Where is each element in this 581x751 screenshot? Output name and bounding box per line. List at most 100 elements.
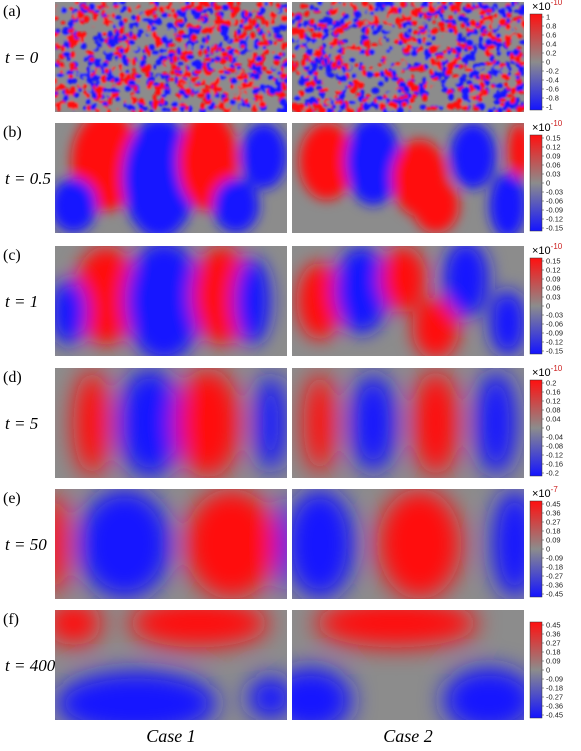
case-1-field-panel: [55, 610, 287, 720]
colorbar-tick-label: 0.06: [546, 284, 561, 293]
colorbar-tick-label: -0.12: [546, 215, 563, 224]
colorbar-tick-label: -0.03: [546, 188, 563, 197]
figure-row: (e) t = 50 ×10-70.450.360.270.180.090-0.09…: [3, 485, 563, 599]
case-2-field-panel: [292, 246, 524, 356]
case-1-field-panel: [55, 368, 287, 478]
colorbar-tick-label: -0.2: [546, 469, 559, 478]
colorbar-tick-label: -0.27: [546, 693, 563, 702]
colorbar-tick-label: -0.4: [546, 76, 559, 85]
colorbar: [529, 257, 543, 355]
figure-row: (d)t = 5×10-100.20.160.120.080.040-0.04-…: [3, 364, 563, 478]
time-label: t = 50: [5, 535, 47, 554]
case-2-field-panel: [292, 489, 524, 599]
figure-row: (c) t = 1 ×10-100.150.120.090.060.030-0.03…: [3, 242, 563, 356]
colorbar-tick-label: -1: [546, 103, 553, 112]
colorbar-tick-label: 0: [546, 545, 550, 554]
case-1-field-panel: [55, 2, 287, 112]
colorbar-tick-label: -0.15: [546, 224, 563, 233]
colorbar-tick-label: 0.12: [546, 397, 561, 406]
colorbar-tick-label: 0.03: [546, 170, 561, 179]
colorbar-tick-label: -0.18: [546, 563, 563, 572]
time-label: t = 0.5: [5, 169, 51, 188]
colorbar-scale-label: ×10-7: [532, 485, 558, 500]
colorbar-tick-label: -0.18: [546, 684, 563, 693]
colorbar-tick-label: -0.09: [546, 329, 563, 338]
colorbar-tick-label: -0.27: [546, 572, 563, 581]
colorbar-tick-label: 0: [546, 666, 550, 675]
colorbar-tick-label: 0.2: [546, 379, 556, 388]
colorbar-tick-label: -0.09: [546, 206, 563, 215]
colorbar-tick-label: 0.18: [546, 648, 561, 657]
colorbar-tick-label: -0.12: [546, 338, 563, 347]
colorbar-tick-label: 0: [546, 179, 550, 188]
colorbar-tick-label: 0.36: [546, 630, 561, 639]
colorbar-tick-label: 0.06: [546, 161, 561, 170]
colorbar-tick-label: 0.09: [546, 275, 561, 284]
case-2-field-panel: [292, 368, 524, 478]
colorbar-scale-label: ×10-10: [532, 242, 563, 257]
colorbar: [529, 379, 543, 477]
time-label: t = 1: [5, 292, 38, 311]
colorbar-tick-label: 0.15: [546, 134, 561, 143]
panel-label: (d): [3, 369, 22, 386]
colorbar-tick-label: 0.09: [546, 657, 561, 666]
colorbar-tick-label: -0.08: [546, 442, 563, 451]
colorbar-tick-label: 0.03: [546, 293, 561, 302]
colorbar-scale-label: ×10-10: [532, 0, 563, 13]
colorbar-scale-label: ×10-10: [532, 364, 563, 379]
case-1-field-panel: [55, 123, 287, 233]
colorbar-tick-label: 0.6: [546, 31, 556, 40]
panel-label: (f): [3, 611, 19, 628]
colorbar-tick-label: -0.15: [546, 347, 563, 356]
colorbar-tick-label: -0.04: [546, 433, 563, 442]
colorbar-tick-label: -0.09: [546, 675, 563, 684]
colorbar-tick-label: -0.06: [546, 320, 563, 329]
case-2-field-panel: [292, 610, 524, 720]
case-2-field-panel: [292, 123, 524, 233]
colorbar-tick-label: 0: [546, 424, 550, 433]
colorbar-tick-label: 0.04: [546, 415, 561, 424]
colorbar-tick-label: 0.18: [546, 527, 561, 536]
colorbar-tick-label: 0.09: [546, 536, 561, 545]
time-label: t = 5: [5, 414, 38, 433]
colorbar-tick-label: 0.45: [546, 500, 561, 509]
colorbar-tick-label: -0.36: [546, 702, 563, 711]
colorbar-tick-label: 0.12: [546, 143, 561, 152]
column-label-case-1: Case 1: [146, 726, 196, 746]
panel-label: (e): [3, 490, 21, 507]
colorbar-tick-label: 0.27: [546, 518, 561, 527]
colorbar-tick-label: -0.06: [546, 197, 563, 206]
colorbar-tick-label: -0.45: [546, 590, 563, 599]
colorbar-scale-label: ×10-10: [532, 119, 563, 134]
colorbar: [529, 134, 543, 232]
colorbar-tick-label: 0.16: [546, 388, 561, 397]
colorbar-tick-label: -0.16: [546, 460, 563, 469]
colorbar-tick-label: 0.09: [546, 152, 561, 161]
colorbar-tick-label: 0.08: [546, 406, 561, 415]
colorbar-tick-label: 1: [546, 13, 550, 22]
colorbar-tick-label: -0.8: [546, 94, 559, 103]
panel-label: (a): [3, 3, 21, 20]
colorbar-tick-label: -0.6: [546, 85, 559, 94]
colorbar-tick-label: 0.36: [546, 509, 561, 518]
figure-row: (b)t = 0.5×10-100.150.120.090.060.030-0.…: [3, 119, 563, 233]
colorbar-tick-label: 0: [546, 58, 550, 67]
colorbar-tick-label: 0.12: [546, 266, 561, 275]
colorbar-tick-label: -0.09: [546, 554, 563, 563]
time-label: t = 0: [5, 48, 39, 67]
colorbar-tick-label: -0.12: [546, 451, 563, 460]
colorbar: [529, 13, 543, 111]
colorbar-tick-label: 0.4: [546, 40, 556, 49]
colorbar-tick-label: 0.45: [546, 621, 561, 630]
colorbar-tick-label: 0.15: [546, 257, 561, 266]
colorbar: [529, 500, 543, 598]
colorbar-tick-label: -0.45: [546, 711, 563, 720]
case-2-field-panel: [292, 2, 524, 112]
colorbar-tick-label: 0: [546, 302, 550, 311]
colorbar-tick-label: -0.2: [546, 67, 559, 76]
colorbar-tick-label: -0.03: [546, 311, 563, 320]
colorbar-tick-label: -0.36: [546, 581, 563, 590]
panel-label: (b): [3, 124, 22, 141]
colorbar-tick-label: 0.27: [546, 639, 561, 648]
